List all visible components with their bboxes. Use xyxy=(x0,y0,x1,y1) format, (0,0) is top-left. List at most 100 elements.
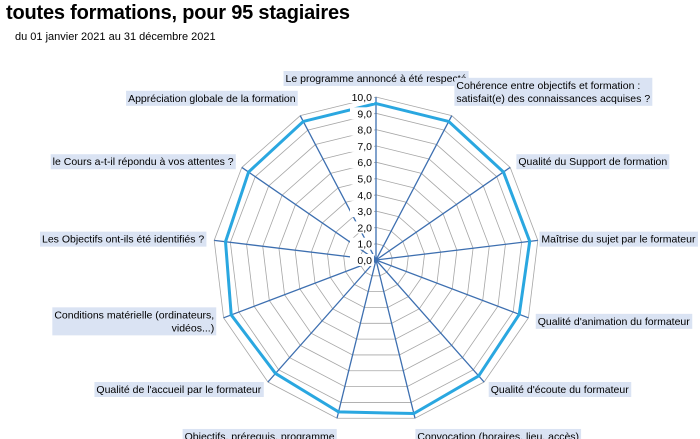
category-label: Conditions matérielle (ordinateurs,vidéo… xyxy=(52,307,217,336)
tick-label-bg xyxy=(350,205,374,218)
data-point xyxy=(273,371,277,375)
category-label-bg xyxy=(50,154,236,170)
tick-label: 6,0 xyxy=(357,157,372,169)
category-label-bg xyxy=(182,428,337,439)
data-point xyxy=(517,312,521,316)
tick-label: 1,0 xyxy=(357,239,372,251)
chart-subtitle: du 01 janvier 2021 au 31 décembre 2021 xyxy=(15,31,216,43)
tick-label-bg xyxy=(350,123,374,136)
tick-label-bg xyxy=(350,188,374,201)
category-label-text: Convocation (horaires, lieu, accès) xyxy=(417,431,579,439)
tick-label: 3,0 xyxy=(357,206,372,218)
category-label-bg xyxy=(454,77,653,106)
category-label-bg xyxy=(488,381,632,397)
grid-ring xyxy=(343,226,409,293)
axis-spoke xyxy=(375,259,529,319)
grid-ring xyxy=(278,161,474,356)
grid-ring xyxy=(310,194,442,324)
category-label-text: Objectifs, prérequis, programme xyxy=(185,431,335,439)
category-label-text: Les Objectifs ont-ils été identifiés ? xyxy=(42,234,204,246)
category-label: Appréciation globale de la formation xyxy=(126,90,298,106)
category-label: Objectifs, prérequis, programme xyxy=(182,428,337,439)
grid-ring xyxy=(246,129,506,388)
category-label-text: vidéos...) xyxy=(172,322,215,334)
category-label: Le programme annoncé à été respecté xyxy=(283,71,469,86)
category-label-bg xyxy=(516,154,670,170)
category-label: Convocation (horaires, lieu, accès) xyxy=(415,428,582,439)
data-point xyxy=(447,119,451,123)
category-label-text: Le programme annoncé à été respecté xyxy=(286,73,467,85)
category-label: Les Objectifs ont-ils été identifiés ? xyxy=(40,231,207,247)
tick-label: 10,0 xyxy=(352,92,373,104)
category-label-text: Cohérence entre objectifs et formation : xyxy=(456,80,640,92)
category-label-text: Maîtrise du sujet par le formateur xyxy=(541,234,696,246)
axis-spoke xyxy=(336,259,377,419)
axis-spoke xyxy=(214,239,377,261)
grid-ring xyxy=(294,178,458,340)
data-point xyxy=(412,412,416,416)
grid-ring xyxy=(213,96,539,419)
category-label: Qualité d'écoute du formateur xyxy=(488,381,632,397)
category-label: Qualité de l'accueil par le formateur xyxy=(94,381,264,397)
tick-label-bg xyxy=(350,139,374,152)
data-point xyxy=(224,240,228,244)
grid-ring xyxy=(262,145,490,372)
category-label: Qualité du Support de formation xyxy=(516,154,670,170)
axis-spoke xyxy=(375,166,511,261)
category-label-bg xyxy=(415,428,582,439)
tick-label-bg xyxy=(350,221,374,234)
category-label: Cohérence entre objectifs et formation :… xyxy=(454,77,653,106)
axis-spoke xyxy=(223,259,377,319)
tick-label: 4,0 xyxy=(357,190,372,202)
series-line xyxy=(223,101,532,416)
tick-label-bg xyxy=(350,172,374,185)
tick-label-bg xyxy=(350,237,374,250)
category-label-bg xyxy=(40,231,207,247)
category-label: Maîtrise du sujet par le formateur xyxy=(539,231,698,247)
data-point xyxy=(301,119,305,123)
axis-spoke xyxy=(375,259,416,419)
tick-label-bg xyxy=(350,107,374,120)
category-label-bg xyxy=(126,90,298,106)
axis-spoke xyxy=(267,259,377,383)
chart-title: toutes formations, pour 95 stagiaires xyxy=(6,2,350,24)
category-label-text: Qualité d'écoute du formateur xyxy=(491,384,630,396)
tick-label-bg xyxy=(350,254,374,266)
axis-spoke xyxy=(299,115,377,261)
category-label: Qualité d'animation du formateur xyxy=(535,313,693,329)
tick-label: 2,0 xyxy=(357,222,372,234)
category-label-text: Conditions matérielle (ordinateurs, xyxy=(54,309,214,321)
category-label-text: Qualité du Support de formation xyxy=(518,156,667,168)
category-label-bg xyxy=(535,313,693,329)
category-label-bg xyxy=(52,307,217,336)
axis-spoke xyxy=(375,115,453,261)
grid-ring xyxy=(327,210,425,308)
category-label-text: Appréciation globale de la formation xyxy=(128,93,296,105)
axis-spoke xyxy=(375,259,485,383)
category-label-text: satisfait(e) des connaissances acquises … xyxy=(456,93,650,105)
category-label-bg xyxy=(283,71,469,86)
category-label-text: Qualité de l'accueil par le formateur xyxy=(96,384,261,396)
data-point xyxy=(528,239,532,243)
data-point xyxy=(337,410,341,414)
grid-ring xyxy=(359,243,393,277)
category-label-text: Qualité d'animation du formateur xyxy=(538,316,691,328)
category-label-bg xyxy=(539,231,698,247)
tick-label: 9,0 xyxy=(357,108,372,120)
data-point xyxy=(247,170,251,174)
data-point xyxy=(374,102,378,106)
data-point xyxy=(501,170,505,174)
tick-label-bg xyxy=(350,91,374,103)
data-point xyxy=(477,374,481,378)
grid-ring xyxy=(229,112,523,403)
data-point xyxy=(229,313,233,317)
tick-label: 7,0 xyxy=(357,141,372,153)
tick-label-bg xyxy=(350,156,374,169)
tick-label: 0,0 xyxy=(357,255,372,267)
tick-label: 8,0 xyxy=(357,125,372,137)
tick-label: 5,0 xyxy=(357,174,372,186)
axis-spoke xyxy=(375,239,538,261)
category-label: le Cours a-t-il répondu à vos attentes ? xyxy=(50,154,236,170)
category-label-bg xyxy=(94,381,264,397)
